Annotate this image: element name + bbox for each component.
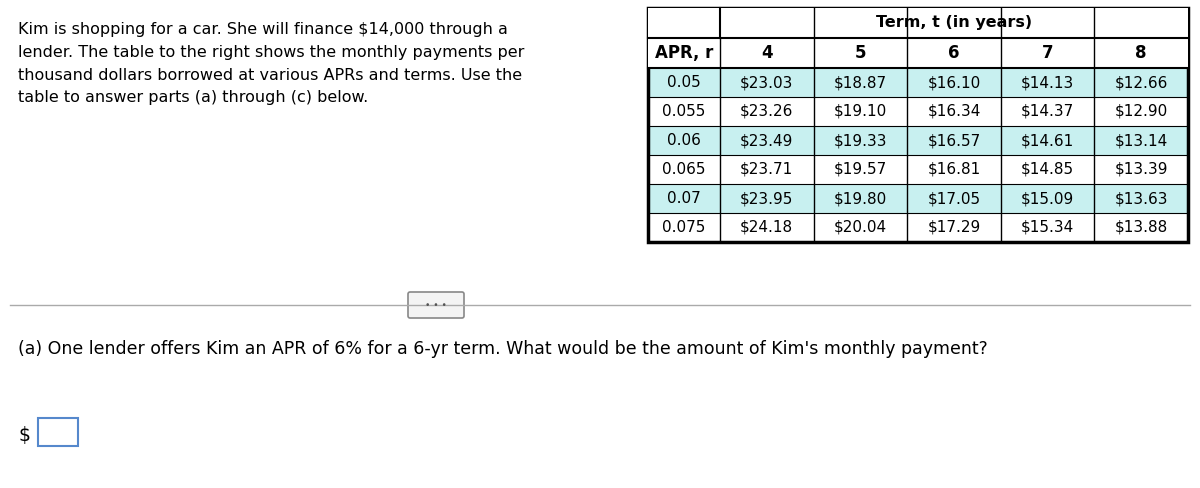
Text: $12.90: $12.90 [1115, 104, 1168, 119]
Text: $: $ [18, 426, 30, 445]
Text: $23.95: $23.95 [740, 191, 793, 206]
FancyBboxPatch shape [408, 292, 464, 318]
Text: $13.14: $13.14 [1115, 133, 1168, 148]
Bar [720, 8, 1188, 38]
Text: $16.81: $16.81 [928, 162, 980, 177]
Text: $15.09: $15.09 [1021, 191, 1074, 206]
Text: Kim is shopping for a car. She will finance $14,000 through a
lender. The table : Kim is shopping for a car. She will fina… [18, 22, 524, 105]
Text: $19.80: $19.80 [834, 191, 887, 206]
Text: (a) One lender offers Kim an APR of 6% for a 6-yr term. What would be the amount: (a) One lender offers Kim an APR of 6% f… [18, 340, 988, 358]
Text: $23.26: $23.26 [740, 104, 793, 119]
Text: $17.29: $17.29 [928, 220, 980, 235]
Bar [648, 38, 1188, 68]
Text: $23.71: $23.71 [740, 162, 793, 177]
Bar [38, 418, 78, 446]
Text: $17.05: $17.05 [928, 191, 980, 206]
Text: $14.61: $14.61 [1021, 133, 1074, 148]
Text: $14.37: $14.37 [1021, 104, 1074, 119]
Text: $20.04: $20.04 [834, 220, 887, 235]
Text: 7: 7 [1042, 44, 1054, 62]
Text: $15.34: $15.34 [1021, 220, 1074, 235]
Text: 5: 5 [854, 44, 866, 62]
Text: 0.06: 0.06 [667, 133, 701, 148]
Text: $13.63: $13.63 [1115, 191, 1168, 206]
Text: $24.18: $24.18 [740, 220, 793, 235]
Text: $13.39: $13.39 [1115, 162, 1168, 177]
Text: Term, t (in years): Term, t (in years) [876, 16, 1032, 30]
Text: 0.075: 0.075 [662, 220, 706, 235]
Bar [648, 213, 1188, 242]
Text: • • •: • • • [425, 301, 446, 309]
Text: $14.85: $14.85 [1021, 162, 1074, 177]
Bar [648, 68, 1188, 97]
Text: 6: 6 [948, 44, 960, 62]
Bar [648, 8, 720, 38]
Text: APR, r: APR, r [655, 44, 713, 62]
Text: $19.33: $19.33 [834, 133, 887, 148]
Text: $16.10: $16.10 [928, 75, 980, 90]
Bar [648, 155, 1188, 184]
Text: $13.88: $13.88 [1115, 220, 1168, 235]
Text: $23.49: $23.49 [740, 133, 793, 148]
Bar [648, 126, 1188, 155]
Text: $23.03: $23.03 [740, 75, 793, 90]
Text: 4: 4 [761, 44, 773, 62]
Text: 0.07: 0.07 [667, 191, 701, 206]
Text: 0.065: 0.065 [662, 162, 706, 177]
Text: $12.66: $12.66 [1115, 75, 1168, 90]
Text: 0.055: 0.055 [662, 104, 706, 119]
Text: $16.34: $16.34 [928, 104, 980, 119]
Bar [648, 97, 1188, 126]
Bar [648, 8, 1188, 242]
Text: $19.57: $19.57 [834, 162, 887, 177]
Text: $14.13: $14.13 [1021, 75, 1074, 90]
Text: 0.05: 0.05 [667, 75, 701, 90]
Text: $19.10: $19.10 [834, 104, 887, 119]
Bar [648, 184, 1188, 213]
Text: 8: 8 [1135, 44, 1147, 62]
Text: $18.87: $18.87 [834, 75, 887, 90]
Text: $16.57: $16.57 [928, 133, 980, 148]
